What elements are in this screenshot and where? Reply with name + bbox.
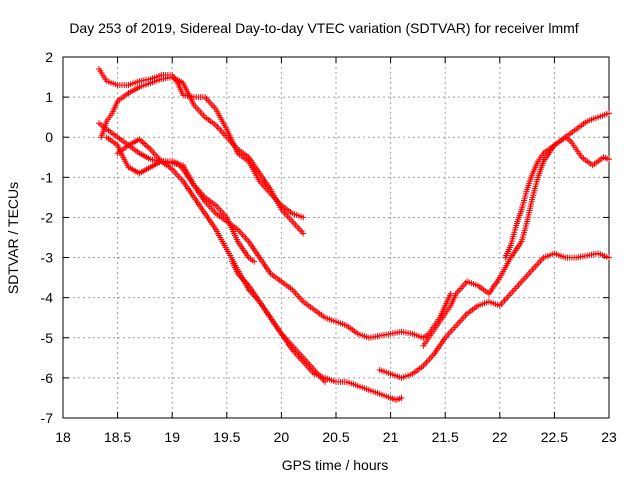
data-point-markers [376, 250, 612, 381]
y-axis: 2 1 0 -1 -2 -3 -4 -5 -6 -7 [41, 49, 609, 426]
x-axis-label: GPS time / hours [282, 457, 389, 473]
series-track-i [502, 134, 612, 261]
x-tick-label: 21.5 [432, 429, 459, 445]
chart-title: Day 253 of 2019, Sidereal Day-to-day VTE… [69, 20, 578, 36]
data-point-markers [229, 258, 329, 385]
y-tick-label: -1 [41, 169, 54, 185]
data-point-markers [103, 134, 454, 341]
x-tick-label: 22.5 [541, 429, 568, 445]
data-series [96, 66, 612, 403]
y-tick-label: -4 [41, 290, 54, 306]
y-tick-label: -5 [41, 330, 54, 346]
data-point-markers [420, 110, 612, 349]
x-tick-label: 20.5 [322, 429, 349, 445]
y-tick-label: -3 [41, 250, 54, 266]
series-track-g [420, 110, 612, 349]
data-point-markers [502, 134, 612, 261]
x-tick-label: 18 [55, 429, 71, 445]
x-tick-label: 23 [601, 429, 617, 445]
x-tick-label: 22 [492, 429, 508, 445]
data-point-markers [98, 74, 307, 237]
y-tick-label: 1 [45, 89, 53, 105]
y-tick-label: -6 [41, 370, 54, 386]
x-axis: 18 18.5 19 19.5 20 20.5 21 21.5 22 22.5 23 [55, 57, 617, 445]
y-tick-label: 0 [45, 129, 53, 145]
series-track-d [103, 134, 454, 341]
grid-lines [63, 57, 609, 418]
y-axis-label: SDTVAR / TECUs [5, 182, 21, 294]
x-tick-label: 18.5 [104, 429, 131, 445]
series-track-h [376, 250, 612, 381]
y-tick-label: -2 [41, 209, 54, 225]
x-tick-label: 19 [164, 429, 180, 445]
y-tick-label: 2 [45, 49, 53, 65]
x-tick-label: 21 [383, 429, 399, 445]
series-track-b [98, 74, 307, 237]
y-tick-label: -7 [41, 410, 54, 426]
x-tick-label: 19.5 [213, 429, 240, 445]
series-track-f [229, 258, 329, 385]
x-tick-label: 20 [274, 429, 290, 445]
